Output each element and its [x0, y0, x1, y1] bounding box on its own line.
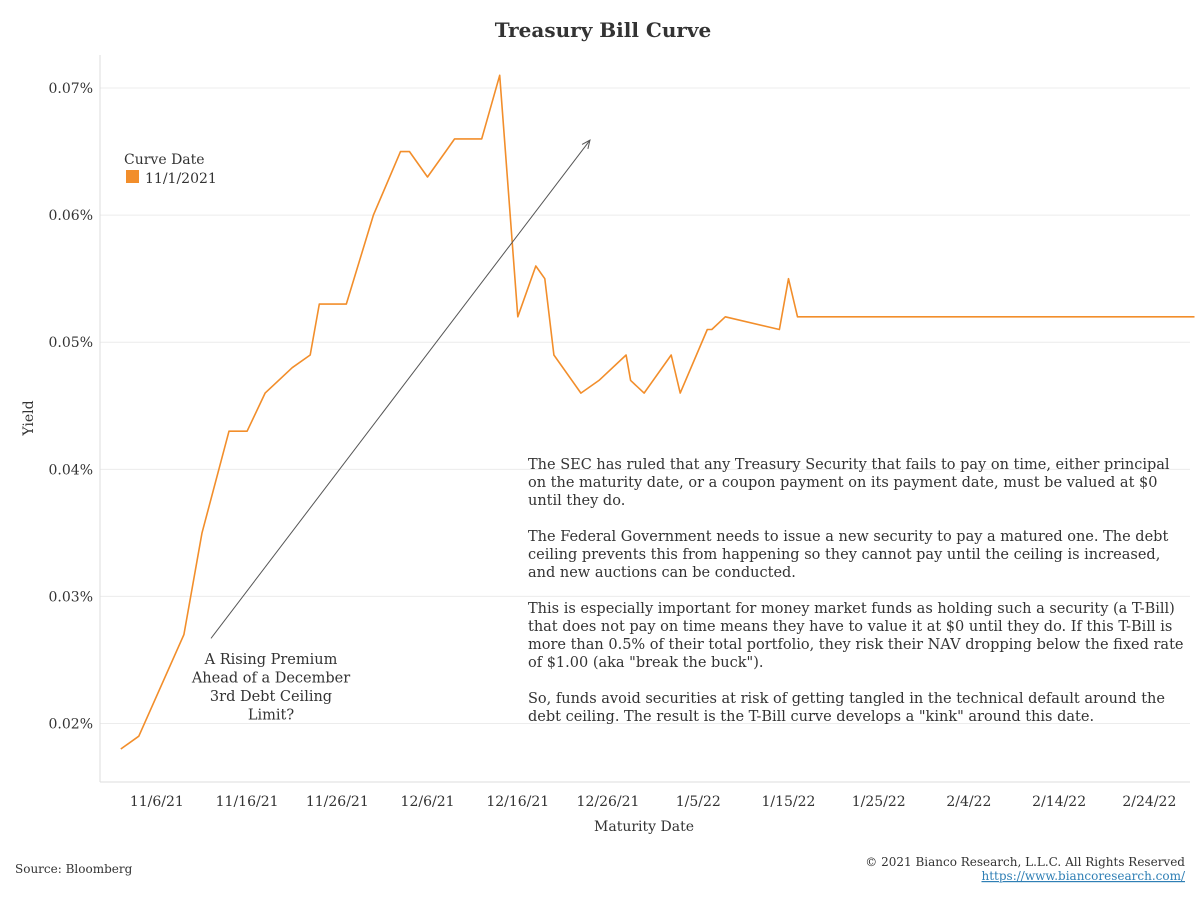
annotation-label-line: Limit?	[248, 708, 294, 724]
annotation-text-line: of $1.00 (aka "break the buck").	[528, 655, 764, 671]
annotation-arrow-group	[210, 139, 591, 639]
x-tick-label: 12/16/21	[486, 794, 549, 810]
legend-swatch	[126, 170, 139, 183]
footer-source: Source: Bloomberg	[15, 862, 133, 876]
y-tick-label: 0.02%	[49, 717, 93, 733]
x-axis-label: Maturity Date	[594, 819, 694, 835]
y-tick-label: 0.07%	[49, 81, 93, 97]
y-tick-label: 0.03%	[49, 589, 93, 605]
footer-website-link[interactable]: https://www.biancoresearch.com/	[981, 869, 1185, 883]
x-tick-label: 11/6/21	[130, 794, 184, 810]
annotation-arrow-head	[581, 139, 591, 150]
series-line-0[interactable]	[120, 74, 1195, 750]
legend[interactable]: Curve Date 11/1/2021	[124, 152, 217, 187]
x-tick-label: 2/24/22	[1122, 794, 1176, 810]
annotation-text-line: until they do.	[528, 493, 625, 509]
annotation-text-line: that does not pay on time means they hav…	[528, 619, 1172, 635]
annotation-label-line: 3rd Debt Ceiling	[210, 689, 332, 705]
x-tick-label: 1/15/22	[761, 794, 815, 810]
y-tick-label: 0.06%	[49, 208, 93, 224]
x-tick-label: 12/26/21	[577, 794, 640, 810]
y-axis-label: Yield	[21, 400, 37, 436]
annotation-text-line: on the maturity date, or a coupon paymen…	[528, 475, 1157, 491]
annotation-text-line: The Federal Government needs to issue a …	[528, 529, 1168, 545]
x-tick-label: 2/4/22	[946, 794, 991, 810]
annotation-text-line: more than 0.5% of their total portfolio,…	[528, 637, 1183, 653]
y-axis-ticks: 0.02% 0.03% 0.04% 0.05% 0.06% 0.07%	[49, 81, 93, 732]
annotation-text-line: ceiling prevents this from happening so …	[528, 547, 1160, 563]
legend-title: Curve Date	[124, 152, 205, 168]
annotation-label-line: A Rising Premium	[204, 652, 338, 668]
legend-entry-label: 11/1/2021	[145, 171, 217, 187]
annotation-text-line: debt ceiling. The result is the T-Bill c…	[528, 709, 1094, 725]
annotation-label-line: Ahead of a December	[191, 671, 350, 687]
y-tick-label: 0.04%	[49, 462, 93, 478]
annotation-arrow-label: A Rising Premium Ahead of a December 3rd D…	[191, 652, 350, 724]
x-axis-ticks: 11/6/21 11/16/21 11/26/21 12/6/21 12/16/21 12…	[130, 794, 1177, 810]
x-tick-label: 1/25/22	[852, 794, 906, 810]
x-tick-label: 12/6/21	[401, 794, 455, 810]
x-tick-label: 11/16/21	[216, 794, 279, 810]
x-tick-label: 2/14/22	[1032, 794, 1086, 810]
chart-title: Treasury Bill Curve	[495, 18, 712, 42]
x-tick-label: 11/26/21	[306, 794, 369, 810]
y-tick-label: 0.05%	[49, 335, 93, 351]
footer-copyright: © 2021 Bianco Research, L.L.C. All Right…	[865, 855, 1185, 869]
gridlines	[100, 87, 1190, 725]
annotation-text-line: The SEC has ruled that any Treasury Secu…	[528, 457, 1170, 473]
annotation-text-line: So, funds avoid securities at risk of ge…	[528, 691, 1165, 707]
x-tick-label: 1/5/22	[676, 794, 721, 810]
annotation-text-block: The SEC has ruled that any Treasury Secu…	[528, 457, 1183, 725]
annotation-arrow-line	[210, 139, 591, 639]
annotation-text-line: and new auctions can be conducted.	[528, 565, 796, 581]
annotation-text-line: This is especially important for money m…	[528, 601, 1175, 617]
series-group	[120, 74, 1195, 750]
